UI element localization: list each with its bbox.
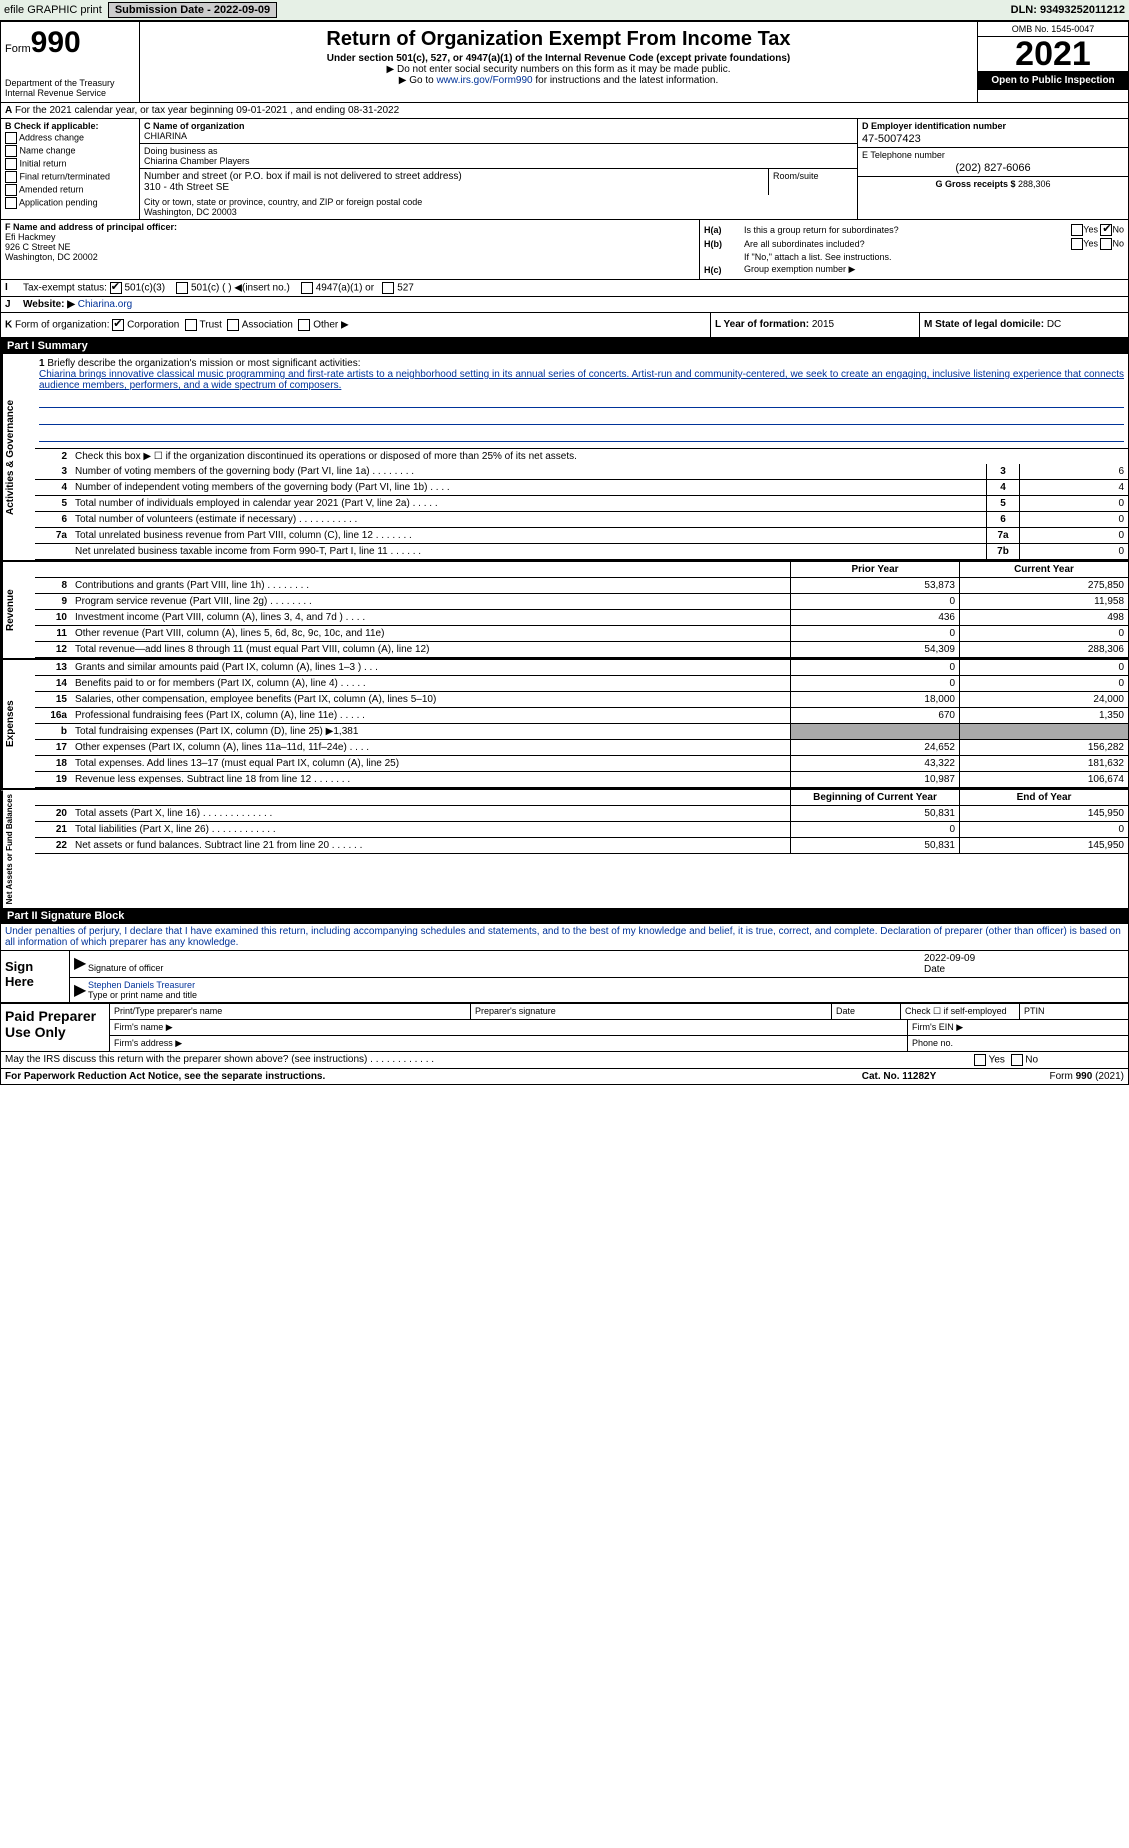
form-header: Form990 Department of the Treasury Inter… bbox=[1, 22, 1128, 103]
software-topbar: efile GRAPHIC print Submission Date - 20… bbox=[0, 0, 1129, 21]
paid-preparer-block: Paid Preparer Use Only Print/Type prepar… bbox=[1, 1003, 1128, 1051]
gov-row: 4Number of independent voting members of… bbox=[35, 480, 1128, 496]
gov-row: 7aTotal unrelated business revenue from … bbox=[35, 528, 1128, 544]
rev-row: 8Contributions and grants (Part VIII, li… bbox=[35, 578, 1128, 594]
block-B-to-G: B Check if applicable: Address change Na… bbox=[1, 119, 1128, 220]
cb-527[interactable] bbox=[382, 282, 394, 294]
arrow-icon: ▶ bbox=[74, 980, 88, 1000]
net-row: 20Total assets (Part X, line 16) . . . .… bbox=[35, 806, 1128, 822]
col-B: B Check if applicable: Address change Na… bbox=[1, 119, 140, 219]
dba-cell: Doing business as Chiarina Chamber Playe… bbox=[140, 144, 857, 169]
note2: ▶ Go to www.irs.gov/Form990 for instruct… bbox=[144, 75, 973, 86]
cb-amended[interactable]: Amended return bbox=[5, 184, 135, 196]
section-revenue: Revenue Prior Year Current Year 8Contrib… bbox=[1, 560, 1128, 658]
gov-row: Net unrelated business taxable income fr… bbox=[35, 544, 1128, 560]
cb-app-pending[interactable]: Application pending bbox=[5, 197, 135, 209]
line-K-L-M: K Form of organization: Corporation Trus… bbox=[1, 313, 1128, 338]
exp-row: 19Revenue less expenses. Subtract line 1… bbox=[35, 772, 1128, 788]
net-header: Beginning of Current Year End of Year bbox=[35, 790, 1128, 806]
arrow-icon: ▶ bbox=[74, 953, 88, 975]
ha-answer: Yes No bbox=[1024, 224, 1124, 236]
cb-address-change[interactable]: Address change bbox=[5, 132, 135, 144]
section-net-assets: Net Assets or Fund Balances Beginning of… bbox=[1, 788, 1128, 908]
part2-header: Part II Signature Block bbox=[1, 908, 1128, 924]
rev-row: 9Program service revenue (Part VIII, lin… bbox=[35, 594, 1128, 610]
form-990: Form990 Department of the Treasury Inter… bbox=[0, 21, 1129, 1085]
cb-initial-return[interactable]: Initial return bbox=[5, 158, 135, 170]
col-C: C Name of organization CHIARINA Doing bu… bbox=[140, 119, 858, 219]
col-H: H(a) Is this a group return for subordin… bbox=[700, 220, 1128, 279]
col-F: F Name and address of principal officer:… bbox=[1, 220, 700, 279]
cb-4947[interactable] bbox=[301, 282, 313, 294]
city-cell: City or town, state or province, country… bbox=[140, 195, 857, 219]
year-cell: OMB No. 1545-0047 2021 Open to Public In… bbox=[977, 22, 1128, 102]
rev-row: 10Investment income (Part VIII, column (… bbox=[35, 610, 1128, 626]
street-row: Number and street (or P.O. box if mail i… bbox=[140, 169, 857, 195]
rev-header: Prior Year Current Year bbox=[35, 562, 1128, 578]
exp-row: 13Grants and similar amounts paid (Part … bbox=[35, 660, 1128, 676]
exp-row: 15Salaries, other compensation, employee… bbox=[35, 692, 1128, 708]
line-I: I Tax-exempt status: 501(c)(3) 501(c) ( … bbox=[1, 280, 1128, 297]
org-name-cell: C Name of organization CHIARINA bbox=[140, 119, 857, 144]
exp-row: 16aProfessional fundraising fees (Part I… bbox=[35, 708, 1128, 724]
rev-row: 11Other revenue (Part VIII, column (A), … bbox=[35, 626, 1128, 642]
col-D-E-G: D Employer identification number 47-5007… bbox=[858, 119, 1128, 219]
cb-may-yes[interactable] bbox=[974, 1054, 986, 1066]
submission-date-button[interactable]: Submission Date - 2022-09-09 bbox=[108, 2, 277, 18]
exp-row: 17Other expenses (Part IX, column (A), l… bbox=[35, 740, 1128, 756]
net-row: 22Net assets or fund balances. Subtract … bbox=[35, 838, 1128, 854]
footer: For Paperwork Reduction Act Notice, see … bbox=[1, 1068, 1128, 1084]
ein-cell: D Employer identification number 47-5007… bbox=[858, 119, 1128, 148]
cb-assoc[interactable] bbox=[227, 319, 239, 331]
sign-here-block: Sign Here ▶ Signature of officer 2022-09… bbox=[1, 951, 1128, 1003]
efile-label: efile GRAPHIC print bbox=[4, 4, 102, 16]
section-expenses: Expenses 13Grants and similar amounts pa… bbox=[1, 658, 1128, 788]
cb-corp[interactable] bbox=[112, 319, 124, 331]
irs-link[interactable]: www.irs.gov/Form990 bbox=[436, 75, 532, 86]
note1: ▶ Do not enter social security numbers o… bbox=[144, 64, 973, 75]
tax-year: 2021 bbox=[978, 37, 1128, 71]
gov-row: 5Total number of individuals employed in… bbox=[35, 496, 1128, 512]
cb-501c[interactable] bbox=[176, 282, 188, 294]
mission-text[interactable]: Chiarina brings innovative classical mus… bbox=[39, 369, 1124, 391]
part1-header: Part I Summary bbox=[1, 338, 1128, 354]
exp-row: bTotal fundraising expenses (Part IX, co… bbox=[35, 724, 1128, 740]
cb-501c3[interactable] bbox=[110, 282, 122, 294]
dept-text: Department of the Treasury Internal Reve… bbox=[5, 78, 135, 98]
gov-row: 3Number of voting members of the governi… bbox=[35, 464, 1128, 480]
dln: DLN: 93493252011212 bbox=[1011, 4, 1125, 16]
subtitle: Under section 501(c), 527, or 4947(a)(1)… bbox=[144, 53, 973, 64]
line-J: J Website: ▶ Chiarina.org bbox=[1, 297, 1128, 313]
cb-trust[interactable] bbox=[185, 319, 197, 331]
form-title: Return of Organization Exempt From Incom… bbox=[144, 28, 973, 51]
gov-row: 6Total number of volunteers (estimate if… bbox=[35, 512, 1128, 528]
cb-may-no[interactable] bbox=[1011, 1054, 1023, 1066]
hb-answer: Yes No bbox=[1024, 238, 1124, 250]
line-A: A For the 2021 calendar year, or tax yea… bbox=[1, 103, 1128, 119]
section-governance: Activities & Governance 1 Briefly descri… bbox=[1, 354, 1128, 560]
website-link[interactable]: Chiarina.org bbox=[78, 299, 132, 310]
title-cell: Return of Organization Exempt From Incom… bbox=[140, 22, 977, 102]
net-row: 21Total liabilities (Part X, line 26) . … bbox=[35, 822, 1128, 838]
cb-name-change[interactable]: Name change bbox=[5, 145, 135, 157]
gross-cell: G Gross receipts $ 288,306 bbox=[858, 177, 1128, 191]
form-number-cell: Form990 Department of the Treasury Inter… bbox=[1, 22, 140, 102]
cb-final-return[interactable]: Final return/terminated bbox=[5, 171, 135, 183]
q2-row: 2 Check this box ▶ ☐ if the organization… bbox=[35, 449, 1128, 464]
block-F-H: F Name and address of principal officer:… bbox=[1, 220, 1128, 280]
q1-block: 1 Briefly describe the organization's mi… bbox=[35, 354, 1128, 449]
open-inspection: Open to Public Inspection bbox=[978, 71, 1128, 90]
exp-row: 14Benefits paid to or for members (Part … bbox=[35, 676, 1128, 692]
exp-row: 18Total expenses. Add lines 13–17 (must … bbox=[35, 756, 1128, 772]
phone-cell: E Telephone number (202) 827-6066 bbox=[858, 148, 1128, 177]
perjury-text: Under penalties of perjury, I declare th… bbox=[1, 924, 1128, 951]
may-irs-row: May the IRS discuss this return with the… bbox=[1, 1051, 1128, 1068]
cb-other[interactable] bbox=[298, 319, 310, 331]
rev-row: 12Total revenue—add lines 8 through 11 (… bbox=[35, 642, 1128, 658]
